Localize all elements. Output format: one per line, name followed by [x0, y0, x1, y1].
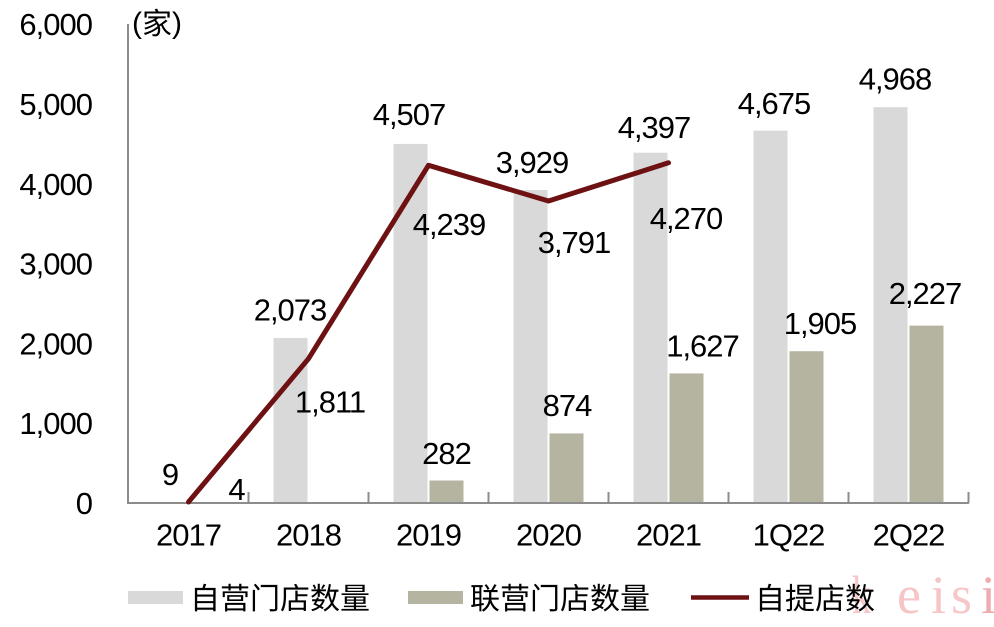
svg-text:3,929: 3,929 [496, 145, 569, 180]
svg-text:i: i [981, 565, 994, 625]
svg-text:e: e [897, 565, 921, 625]
svg-text:2,000: 2,000 [19, 327, 92, 362]
svg-text:5,000: 5,000 [19, 87, 92, 122]
svg-text:1,000: 1,000 [19, 406, 92, 441]
svg-text:(: ( [132, 7, 142, 40]
svg-text:4,397: 4,397 [618, 110, 691, 145]
svg-text:4,239: 4,239 [413, 207, 486, 242]
svg-text:6,000: 6,000 [19, 7, 92, 42]
svg-text:): ) [172, 7, 182, 40]
svg-text:2017: 2017 [156, 518, 221, 553]
svg-text:4,270: 4,270 [650, 201, 723, 236]
svg-text:1,627: 1,627 [666, 329, 739, 364]
svg-text:2Q22: 2Q22 [873, 518, 945, 553]
svg-text:1,905: 1,905 [784, 306, 857, 341]
svg-text:4,968: 4,968 [859, 62, 932, 97]
svg-text:s: s [951, 565, 972, 625]
svg-text:874: 874 [543, 388, 592, 423]
svg-text:2020: 2020 [516, 518, 582, 553]
svg-text:3,791: 3,791 [538, 225, 611, 260]
svg-text:2018: 2018 [276, 518, 341, 553]
svg-text:1Q22: 1Q22 [753, 518, 825, 553]
svg-text:2,227: 2,227 [889, 276, 962, 311]
svg-text:1,811: 1,811 [295, 385, 365, 420]
svg-text:4: 4 [228, 472, 245, 507]
svg-text:0: 0 [76, 486, 93, 521]
svg-text:4,000: 4,000 [19, 167, 92, 202]
svg-text:2019: 2019 [396, 518, 461, 553]
svg-text:282: 282 [422, 436, 471, 471]
svg-text:4,675: 4,675 [738, 86, 811, 121]
svg-text:i: i [931, 565, 946, 625]
svg-text:2,073: 2,073 [254, 293, 327, 328]
svg-text:2021: 2021 [636, 518, 701, 553]
svg-text:9: 9 [162, 457, 178, 492]
svg-text:4,507: 4,507 [373, 97, 446, 132]
svg-text:3,000: 3,000 [19, 247, 92, 282]
